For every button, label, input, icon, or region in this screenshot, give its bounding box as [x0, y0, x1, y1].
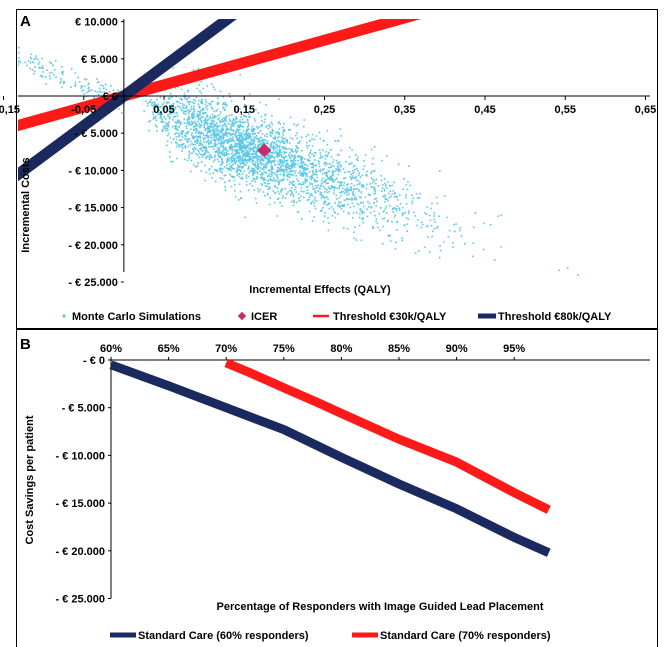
threshold-lines: [18, 19, 422, 182]
panel-b-x-tick-label: 80%: [330, 343, 352, 355]
panel-b-y-tick-label: - € 20.000: [55, 546, 105, 558]
panel-a-frame: [16, 9, 658, 329]
panel-a-y-tick-label: - € 15.000: [68, 203, 118, 215]
panel-a-x-axis-label: Incremental Effects (QALY): [249, 284, 391, 296]
panel-a-y-tick-label: € 5.000: [81, 54, 118, 66]
threshold-30k-line: [18, 19, 422, 132]
series-standard-care-60-line: [109, 360, 551, 557]
panel-b-label: B: [20, 336, 31, 353]
panel-b-y-ticks: - € 0 - € 5.000 - € 10.000 - € 15.000 - € 20…: [55, 355, 111, 606]
legend-label-standard-care-60: Standard Care (60% responders): [138, 630, 309, 642]
panel-a-y-tick-label: € 10.000: [75, 17, 118, 29]
panel-b-y-axis-label: Cost Savings per patient: [24, 415, 36, 544]
panel-b-x-ticks: 60% 65% 70% 75% 80% 85% 90% 95%: [100, 343, 525, 360]
monte-carlo-points: [18, 46, 579, 276]
panel-b-frame: [16, 329, 658, 647]
panel-a-legend: Monte Carlo Simulations ICER Threshold €…: [62, 311, 612, 323]
legend-swatch-icer: [237, 311, 247, 321]
panel-b-x-tick-label: 85%: [388, 343, 410, 355]
panel-a-label: A: [20, 13, 31, 30]
panel-a-y-tick-label: - € 10.000: [68, 165, 118, 177]
icer-marker-layer: [257, 143, 272, 158]
panel-a-x-tick-label: 0,15: [234, 104, 255, 116]
panel-b-axes: [110, 359, 650, 599]
panel-a-y-ticks: € 10.000 € 5.000 € 0 - € 5.000 - € 10.000 - €…: [68, 17, 124, 289]
panel-b-x-tick-label: 60%: [100, 343, 122, 355]
panel-a-x-tick-label: 0,45: [474, 104, 495, 116]
series-standard-care-70-line: [224, 358, 551, 514]
legend-label-threshold-80k: Threshold €80k/QALY: [498, 311, 612, 323]
panel-b-series-lines: [109, 358, 551, 557]
panel-b-legend: Standard Care (60% responders) Standard …: [110, 630, 551, 642]
panel-b-y-tick-label: - € 5.000: [62, 403, 105, 415]
panel-b-y-tick-label: - € 15.000: [55, 498, 105, 510]
panel-a-x-tick-label: -0,05: [71, 104, 96, 116]
panel-a-x-tick-label: 0,55: [555, 104, 576, 116]
panel-a-x-ticks: -0,15 -0,05 0,05 0,15 0,25 0,35 0,45 0,55 0,65: [0, 96, 656, 116]
panel-b-y-tick-label: - € 10.000: [55, 450, 105, 462]
panel-b-x-tick-label: 75%: [273, 343, 295, 355]
panel-a-x-tick-label: 0,25: [314, 104, 335, 116]
panel-a-y-tick-label: - € 20.000: [68, 240, 118, 252]
panel-a-y-tick-label: - € 25.000: [68, 277, 118, 289]
panel-a-x-tick-label: 0,65: [635, 104, 656, 116]
legend-swatch-monte-carlo: [62, 314, 66, 318]
icer-marker: [257, 143, 272, 158]
panel-b-x-tick-label: 90%: [446, 343, 468, 355]
legend-label-icer: ICER: [251, 311, 277, 323]
panel-b-y-tick-label: - € 0: [83, 355, 105, 367]
legend-label-threshold-30k: Threshold €30k/QALY: [333, 311, 447, 323]
scatter-cloud: [18, 46, 579, 276]
panel-a-x-tick-label: -0,15: [0, 104, 20, 116]
legend-label-standard-care-70: Standard Care (70% responders): [380, 630, 551, 642]
panel-a-x-tick-label: 0,35: [394, 104, 415, 116]
panel-b-x-tick-label: 95%: [503, 343, 525, 355]
panel-a-y-tick-label: - € 5.000: [74, 128, 117, 140]
panel-a-y-axis-label: Incremental Costs: [20, 157, 32, 252]
panel-a-x-tick-label: 0,05: [153, 104, 174, 116]
panel-b-y-tick-label: - € 25.000: [55, 594, 105, 606]
panel-b-x-tick-label: 70%: [215, 343, 237, 355]
panel-a-y-tick-label: € 0: [103, 91, 118, 103]
legend-label-monte-carlo: Monte Carlo Simulations: [72, 311, 201, 323]
threshold-80k-line: [18, 19, 237, 182]
panel-b-x-axis-label: Percentage of Responders with Image Guid…: [216, 601, 543, 613]
panel-b-x-tick-label: 65%: [158, 343, 180, 355]
